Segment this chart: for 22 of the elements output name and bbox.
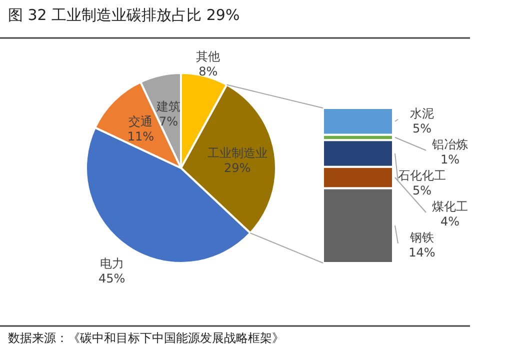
chart-title: 图 32 工业制造业碳排放占比 29% [8, 6, 240, 24]
text: 铝冶炼 [431, 137, 468, 152]
slice-label: 电力 [100, 256, 124, 271]
data-label: 5% [412, 121, 432, 136]
series-label: 石化化工 [398, 168, 446, 182]
data-label: 29% [224, 161, 251, 176]
data-label: 8% [198, 64, 218, 78]
data-label: 1% [440, 152, 460, 166]
series-label: 钢铁 [409, 230, 434, 244]
data-label: 11% [127, 130, 154, 144]
slice-label: 工业制造业 [207, 146, 268, 160]
slice-label: 交通 [128, 114, 153, 129]
text: 煤化工 [432, 199, 468, 214]
data-label: 45% [98, 272, 126, 286]
data-label: 4% [440, 214, 460, 228]
slice-label: 建筑 [156, 99, 181, 114]
data-label: 7% [159, 114, 178, 128]
data-label: 14% [408, 245, 436, 260]
series-label: 水泥 [410, 106, 434, 120]
slice-label: 其他 [196, 49, 220, 64]
data-label: 5% [412, 183, 432, 198]
source-note: 数据来源：《碳中和目标下中国能源发展战略框架》 [8, 331, 284, 345]
